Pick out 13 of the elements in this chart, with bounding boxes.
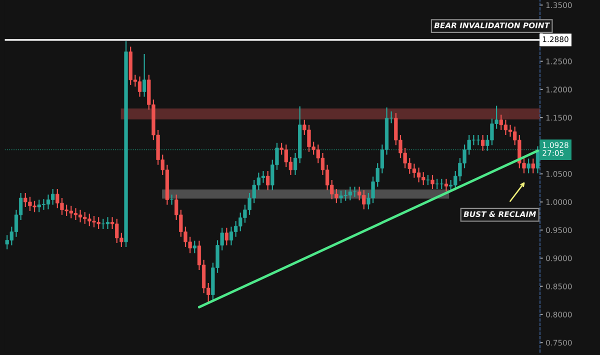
candlestick [224,228,228,246]
candlestick [430,174,434,190]
candlestick [229,226,234,246]
candlestick [170,194,174,205]
candlestick [526,158,530,174]
candlestick [444,178,448,192]
candlestick [266,171,270,190]
candlestick [426,174,430,186]
candlestick [192,240,196,254]
candlestick [531,158,535,174]
candlestick [481,135,485,151]
candlestick [142,54,146,97]
candlestick [261,171,266,183]
